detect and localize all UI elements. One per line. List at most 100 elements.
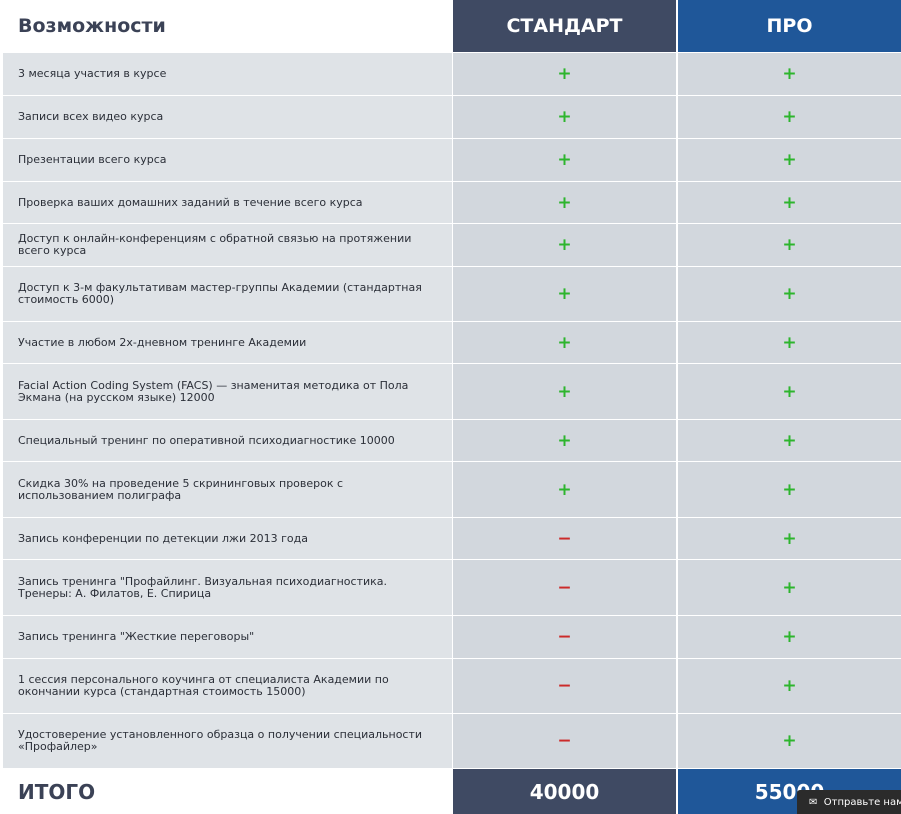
mark-cell: + (453, 96, 676, 139)
feature-cell: Доступ к онлайн-конференциям с обратной … (3, 224, 452, 267)
mark-cell-text: − (557, 676, 572, 696)
mark-cell: − (453, 714, 676, 769)
header-standard-text: СТАНДАРТ (506, 15, 623, 37)
feature-cell-text: Проверка ваших домашних заданий в течени… (18, 195, 363, 209)
feature-cell: Удостоверение установленного образца о п… (3, 714, 452, 769)
mark-cell: − (453, 616, 676, 659)
mark-cell: + (453, 182, 676, 224)
header-standard: СТАНДАРТ (453, 0, 676, 52)
mark-cell-text: + (782, 577, 797, 598)
mark-cell-text: + (782, 627, 797, 647)
mark-cell: + (678, 560, 901, 616)
mark-cell-text: + (782, 430, 797, 451)
feature-cell: Запись тренинга "Жесткие переговоры" (3, 616, 452, 659)
mark-cell-text: + (557, 430, 572, 451)
mark-cell: + (453, 53, 676, 96)
feature-cell-text: Записи всех видео курса (18, 110, 164, 123)
header-features: Возможности (3, 0, 452, 52)
mark-cell-text: + (557, 235, 572, 255)
feature-cell: Скидка 30% на проведение 5 скрининговых … (3, 462, 452, 518)
mark-cell: + (453, 364, 676, 420)
mark-cell-text: + (557, 381, 572, 402)
header-features-text: Возможности (18, 15, 166, 37)
mark-cell-text: − (557, 528, 572, 549)
footer-standard-text: 40000 (529, 779, 600, 804)
footer-standard: 40000 (453, 769, 676, 814)
feature-cell-text: Участие в любом 2х-дневном тренинге Акад… (18, 335, 307, 349)
mark-cell-text: − (557, 731, 572, 751)
feature-cell: Доступ к 3-м факультативам мастер-группы… (3, 267, 452, 322)
mark-cell: + (678, 714, 901, 769)
feature-cell: Запись конференции по детекции лжи 2013 … (3, 518, 452, 560)
feature-cell-text: Презентации всего курса (18, 153, 167, 166)
feature-cell: Запись тренинга "Профайлинг. Визуальная … (3, 560, 452, 616)
feature-cell: 1 сессия персонального коучинга от специ… (3, 659, 452, 714)
footer-label-text: ИТОГО (18, 779, 96, 804)
mark-cell-text: + (782, 150, 797, 170)
footer-label: ИТОГО (3, 769, 452, 814)
chat-widget[interactable]: ✉ Отправьте нам (797, 790, 901, 814)
mark-cell: + (453, 420, 676, 462)
mark-cell-text: + (782, 676, 797, 696)
feature-cell: Записи всех видео курса (3, 96, 452, 139)
mark-cell: + (453, 224, 676, 267)
feature-cell-text: 1 сессия персонального коучинга от специ… (18, 673, 389, 698)
feature-cell-text: Доступ к 3-м факультативам мастер-группы… (18, 281, 422, 306)
mark-cell: − (453, 560, 676, 616)
mark-cell-text: + (557, 107, 572, 127)
mark-cell: + (678, 182, 901, 224)
mark-cell-text: + (557, 479, 572, 500)
feature-cell: 3 месяца участия в курсе (3, 53, 452, 96)
feature-cell: Презентации всего курса (3, 139, 452, 182)
mark-cell: + (678, 364, 901, 420)
mark-cell-text: + (782, 64, 797, 84)
feature-cell-text: Facial Action Coding System (FACS) — зна… (18, 378, 409, 404)
feature-cell: Специальный тренинг по оперативной психо… (3, 420, 452, 462)
mark-cell-text: − (557, 577, 572, 598)
mark-cell-text: + (557, 192, 572, 213)
feature-cell-text: Запись конференции по детекции лжи 2013 … (18, 531, 308, 545)
feature-cell-text: 3 месяца участия в курсе (18, 67, 167, 80)
feature-cell-text: Скидка 30% на проведение 5 скрининговых … (18, 476, 344, 502)
header-pro: ПРО (678, 0, 901, 52)
chat-label[interactable]: Отправьте нам (823, 796, 901, 808)
mark-cell: + (678, 53, 901, 96)
mark-cell-text: + (782, 528, 797, 549)
header-pro-text: ПРО (766, 15, 813, 37)
mark-cell-text: − (557, 627, 572, 647)
mark-cell-text: + (782, 235, 797, 255)
mark-cell-text: + (782, 332, 797, 353)
feature-cell: Проверка ваших домашних заданий в течени… (3, 182, 452, 224)
mark-cell: − (453, 518, 676, 560)
feature-cell: Участие в любом 2х-дневном тренинге Акад… (3, 322, 452, 364)
feature-cell-text: Специальный тренинг по оперативной психо… (18, 433, 395, 447)
feature-cell-text: Доступ к онлайн-конференциям с обратной … (18, 232, 412, 257)
mark-cell-text: + (782, 192, 797, 213)
feature-cell-text: Запись тренинга "Профайлинг. Визуальная … (18, 574, 388, 600)
mark-cell-text: + (557, 64, 572, 84)
mark-cell: + (678, 462, 901, 518)
mark-cell: + (678, 224, 901, 267)
mark-cell: + (453, 139, 676, 182)
mark-cell-text: + (782, 479, 797, 500)
mark-cell-text: + (782, 107, 797, 127)
mark-cell: + (453, 322, 676, 364)
mark-cell: + (678, 616, 901, 659)
mark-cell: + (678, 139, 901, 182)
mark-cell: + (678, 518, 901, 560)
feature-cell-text: Удостоверение установленного образца о п… (18, 728, 423, 753)
mark-cell-text: + (557, 332, 572, 353)
mark-cell: + (678, 659, 901, 714)
mark-cell-text: + (557, 284, 572, 304)
feature-cell: Facial Action Coding System (FACS) — зна… (3, 364, 452, 420)
mark-cell: + (453, 267, 676, 322)
mark-cell: − (453, 659, 676, 714)
mark-cell-text: + (782, 284, 797, 304)
feature-cell-text: Запись тренинга "Жесткие переговоры" (18, 630, 255, 643)
mark-cell: + (678, 420, 901, 462)
mark-cell-text: + (557, 150, 572, 170)
mark-cell: + (678, 267, 901, 322)
mark-cell-text: + (782, 731, 797, 751)
mark-cell: + (453, 462, 676, 518)
